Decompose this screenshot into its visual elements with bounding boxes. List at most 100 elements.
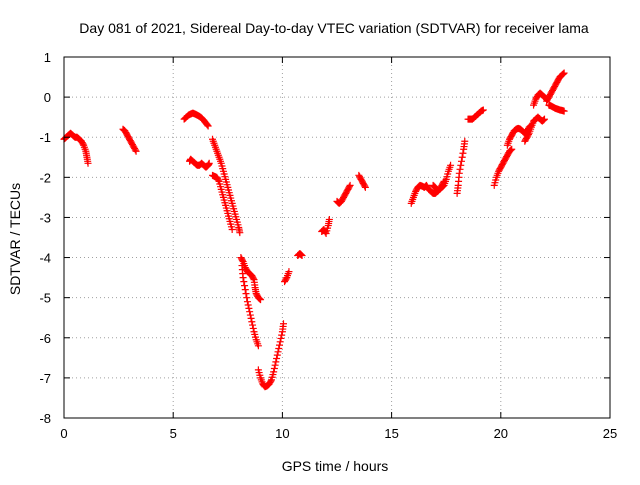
data-point [508,145,516,153]
data-point [524,131,532,139]
data-point [203,121,211,129]
data-point [321,228,329,236]
data-point [479,106,487,114]
data-point [346,181,354,189]
data-point [559,70,567,78]
data-point [276,338,284,346]
data-point [559,70,567,78]
data-point [204,122,212,130]
data-point [506,147,514,155]
data-point [455,169,463,177]
data-point [254,342,262,350]
data-point [270,365,278,373]
data-point [247,314,255,322]
data-point [325,215,333,223]
y-tick-label: 0 [44,90,51,105]
data-point [205,159,213,167]
y-tick-label: -8 [39,411,51,426]
data-point [275,344,283,352]
y-tick-label: -5 [39,291,51,306]
data-point [560,107,568,115]
data-point [241,286,249,294]
data-point [361,182,369,190]
grid-layer [64,57,610,418]
plot-frame [63,56,611,419]
data-point [214,176,222,184]
x-tick-label: 25 [603,426,617,441]
y-tick-label: 1 [44,50,51,65]
data-point [240,278,248,286]
data-point [257,296,265,304]
axis-ticks: 0 5 10 15 20 25 -8 -7 -6 -5 -4 -3 -2 -1 0 1 [39,50,617,441]
x-tick-label: 20 [494,426,508,441]
y-tick-label: -2 [39,170,51,185]
data-point [243,294,251,302]
data-point [248,318,256,326]
data-point [245,304,253,312]
data-point [272,358,280,366]
y-tick-label: -1 [39,130,51,145]
data-point [277,334,285,342]
data-point [131,146,139,154]
data-point [242,290,250,298]
data-point [274,348,282,356]
data-point [297,250,305,258]
data-point [249,321,257,329]
data-point [539,117,547,125]
data-point [249,274,257,282]
data-point [267,377,275,385]
data-point [540,115,548,123]
x-axis-label: GPS time / hours [282,458,389,474]
data-point [282,275,290,283]
data-point [249,324,257,332]
data-point [297,251,305,259]
data-point [345,183,353,191]
data-point [246,311,254,319]
data-point [239,274,247,282]
data-point [228,225,236,233]
data-point [540,116,548,124]
data-point [361,183,369,191]
data-point [132,147,140,155]
data-point [278,331,286,339]
data-point [439,179,447,187]
data-point [273,355,281,363]
data-point [84,159,92,167]
data-point [458,153,466,161]
y-tick-label: -7 [39,371,51,386]
data-point [459,149,467,157]
data-point [256,295,264,303]
data-point [457,157,465,165]
data-point [457,161,465,169]
data-points [60,69,568,391]
data-point [236,229,244,237]
x-tick-label: 10 [275,426,289,441]
y-tick-label: -3 [39,210,51,225]
x-tick-label: 5 [170,426,177,441]
y-tick-label: -6 [39,331,51,346]
data-point [255,294,263,302]
data-point [560,69,568,77]
data-point [447,161,455,169]
data-point [440,177,448,185]
x-tick-label: 15 [384,426,398,441]
data-point [507,146,515,154]
data-point [270,368,278,376]
data-point [241,282,249,290]
data-point [285,268,293,276]
y-tick-label: -4 [39,251,51,266]
x-tick-label: 0 [60,426,67,441]
data-point [246,308,254,316]
data-point [271,361,279,369]
data-point [244,301,252,309]
y-axis-label: SDTVAR / TECUs [7,183,23,295]
data-point [79,140,87,148]
data-point [461,137,469,145]
data-point [456,165,464,173]
data-point [273,351,281,359]
chart-title: Day 081 of 2021, Sidereal Day-to-day VTE… [79,20,589,36]
data-point [243,298,251,306]
